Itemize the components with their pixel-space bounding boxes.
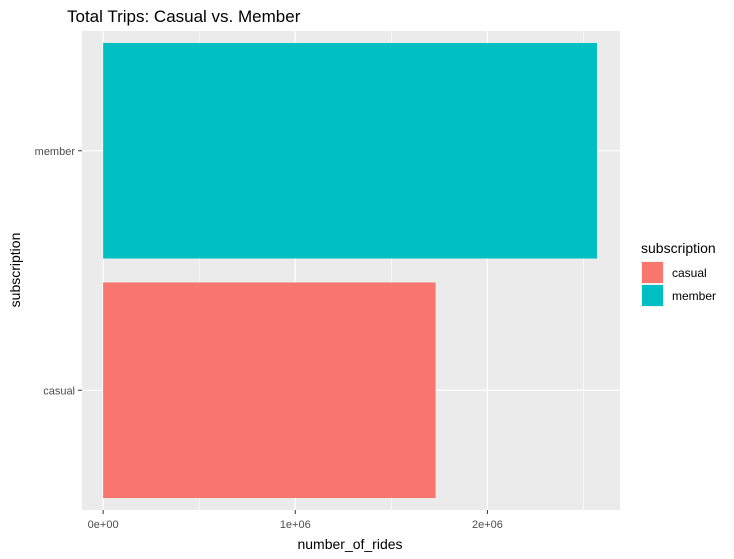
x-tick-label: 0e+00 [88,519,119,531]
legend-label-member: member [672,289,716,303]
bars [103,42,597,499]
x-tick-label: 2e+06 [472,519,503,531]
y-tick-label-member: member [35,146,76,158]
y-axis: casual member [35,146,82,397]
chart-title: Total Trips: Casual vs. Member [67,7,301,26]
legend-swatch-member [642,285,663,306]
legend-title: subscription [641,240,716,256]
y-tick-label-casual: casual [43,385,75,397]
y-axis-title: subscription [7,233,23,308]
legend: subscription casual member [641,240,716,307]
x-axis: 0e+00 1e+06 2e+06 [88,510,503,531]
legend-label-casual: casual [672,266,707,280]
legend-swatch-casual [642,262,663,283]
bar-casual [103,282,436,499]
x-axis-title: number_of_rides [297,536,402,552]
x-tick-label: 1e+06 [280,519,311,531]
bar-member [103,42,597,259]
